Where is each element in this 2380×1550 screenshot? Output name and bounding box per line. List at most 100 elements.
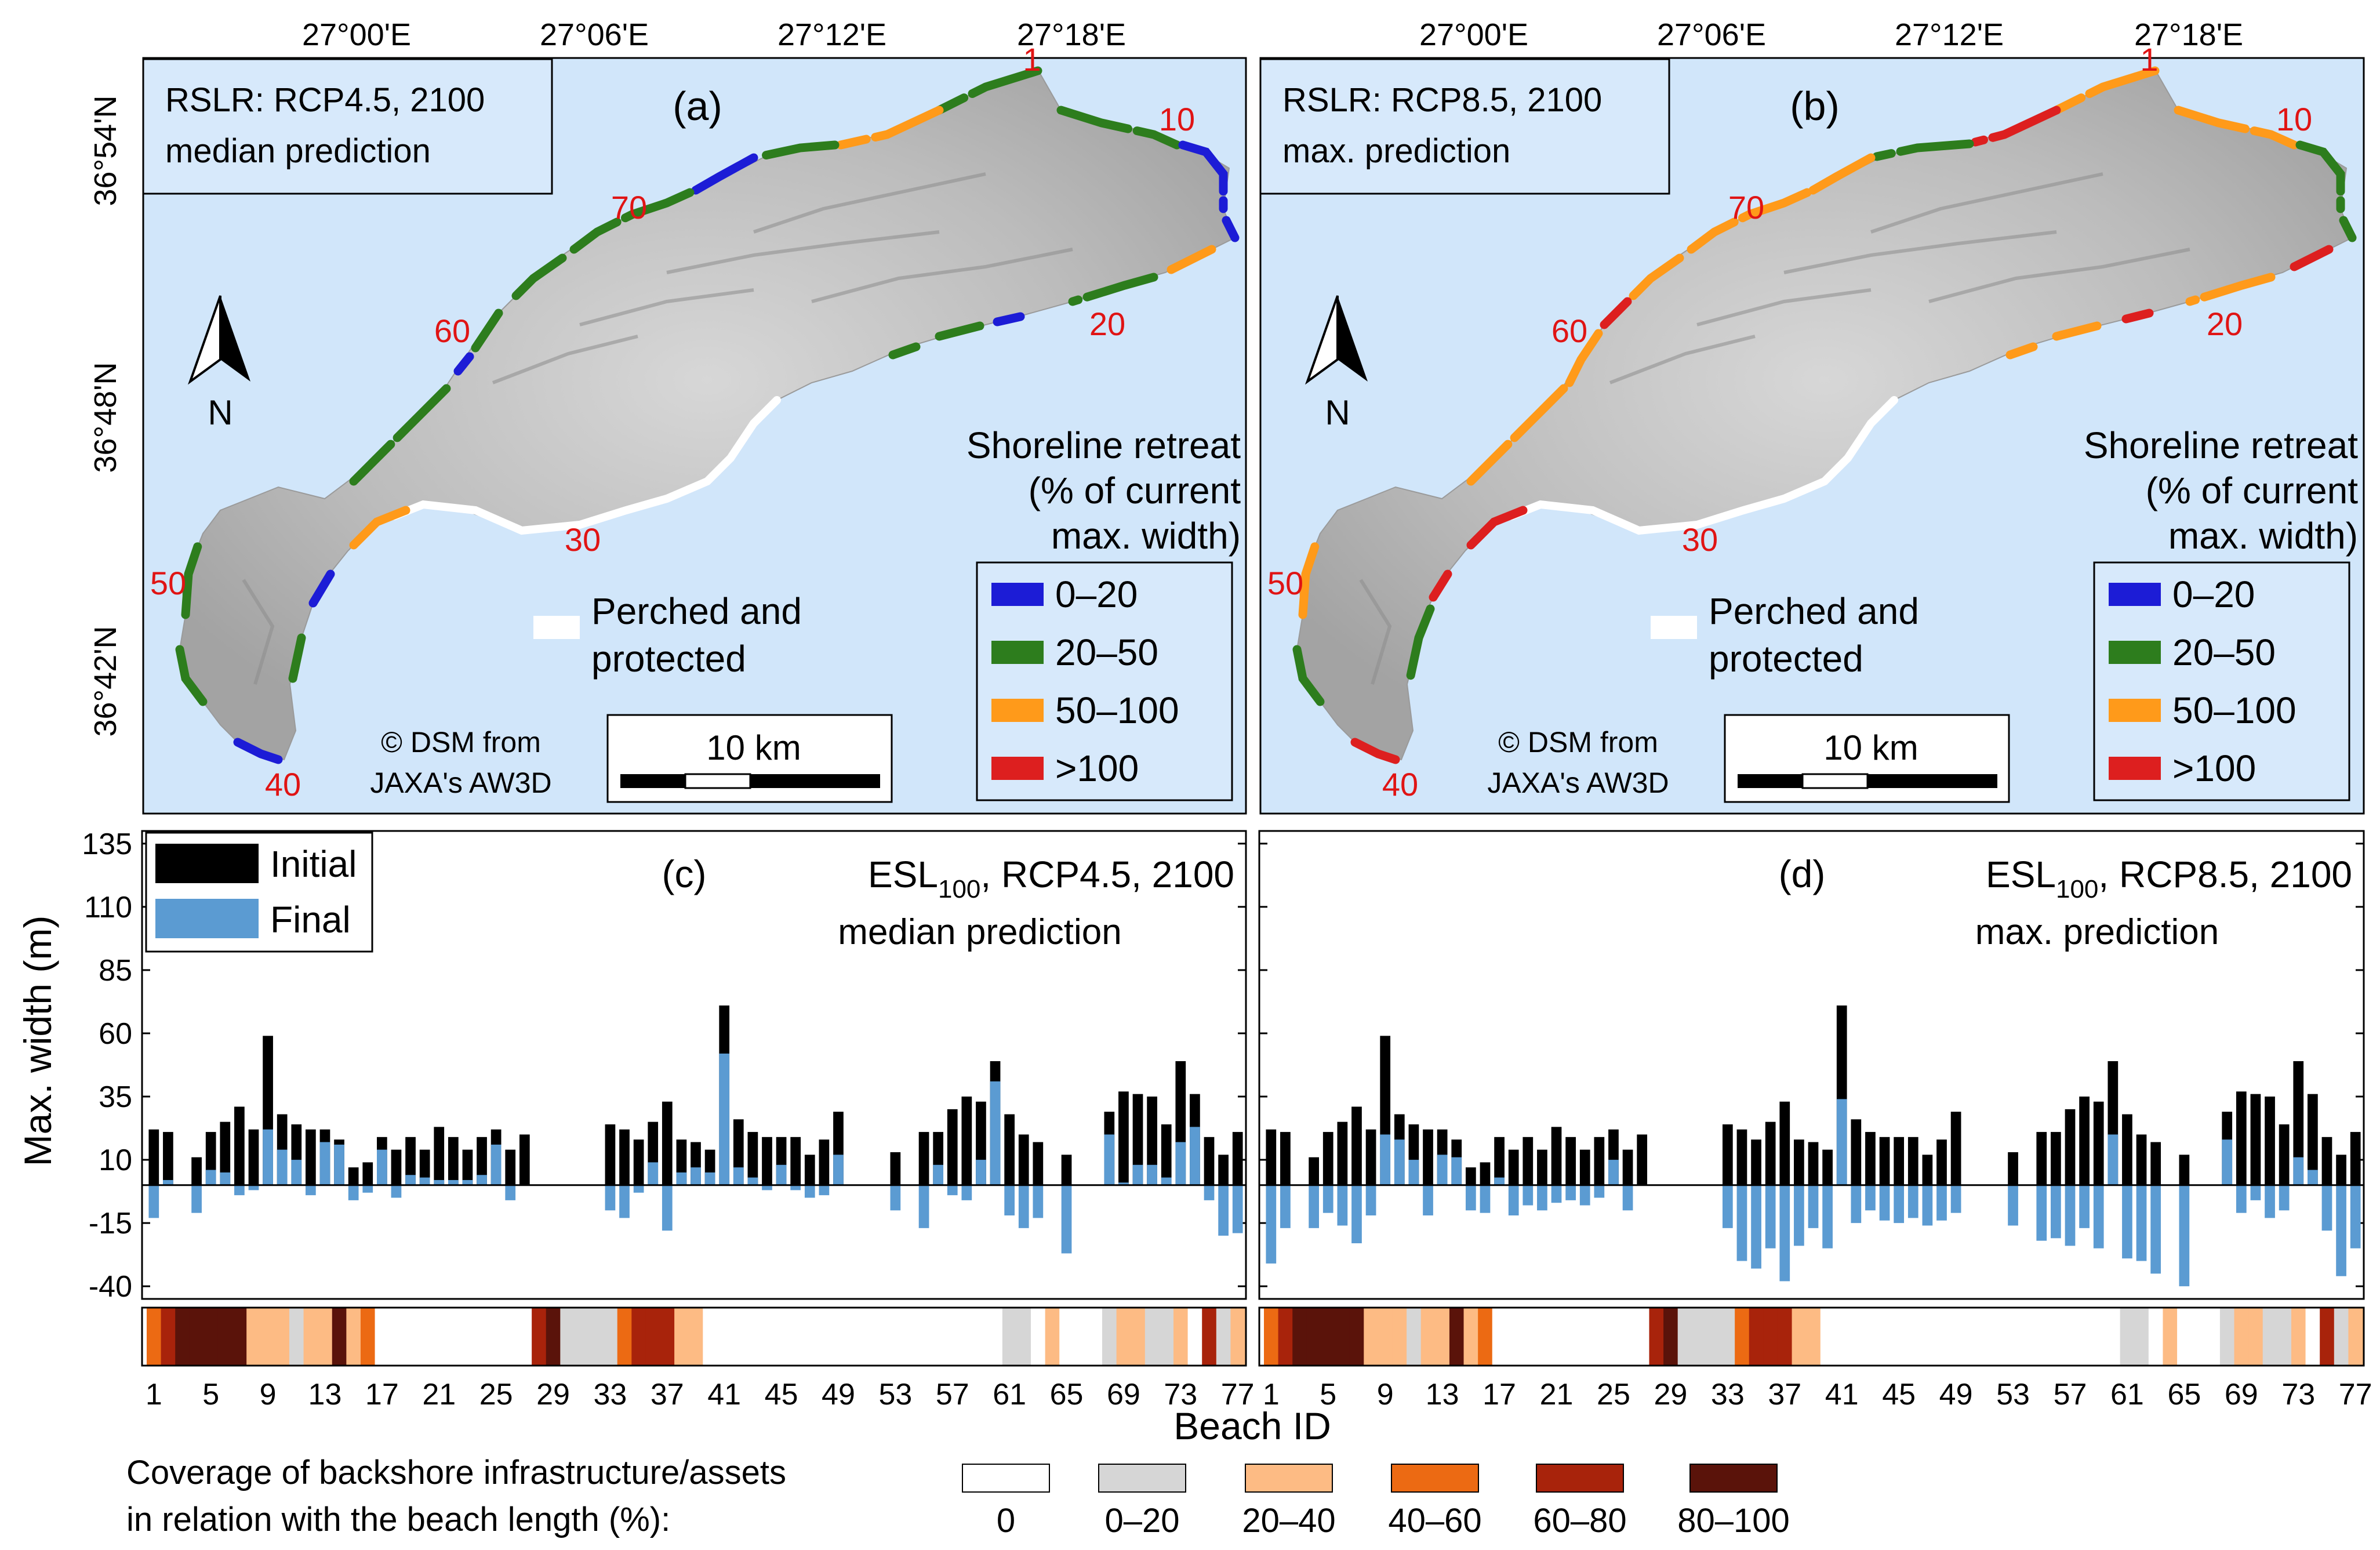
coverage-cell	[1335, 1308, 1350, 1366]
shoreline-segment	[308, 569, 335, 608]
bar-initial	[2293, 1061, 2304, 1185]
x-tick-label: 5	[202, 1378, 219, 1411]
beach-number-label: 50	[1267, 565, 1303, 601]
coverage-strip-frame	[141, 1306, 1247, 1367]
bar-initial	[1232, 1132, 1243, 1185]
scalebar-segment	[1738, 774, 1803, 788]
bar-final	[2108, 1134, 2119, 1185]
bar-final	[334, 1144, 344, 1185]
coverage-cell	[1378, 1308, 1393, 1366]
y-tick-label: 35	[99, 1080, 132, 1114]
shoreline-segment	[2174, 106, 2299, 150]
coverage-cell	[489, 1308, 504, 1366]
bar-final	[1722, 1185, 1733, 1228]
shoreline-segment	[1222, 216, 1240, 242]
y-tick-label: 60	[99, 1017, 132, 1051]
bar-final	[790, 1185, 801, 1190]
perched-legend-line1: Perched and	[1709, 590, 1919, 632]
bar-final	[1465, 1185, 1476, 1211]
dsm-credit-line1: © DSM from	[1498, 726, 1658, 758]
coverage-cell	[175, 1308, 190, 1366]
coverage-cell	[1677, 1308, 1692, 1366]
beach-number-label: 30	[565, 521, 601, 558]
coverage-cell	[1863, 1308, 1878, 1366]
bar-final	[1266, 1185, 1277, 1264]
bar-initial	[1365, 1129, 1376, 1185]
bar-final	[263, 1129, 273, 1185]
bar-initial	[1161, 1124, 1172, 1185]
x-tick-label: 13	[308, 1378, 342, 1411]
coverage-legend-swatch	[1689, 1464, 1778, 1493]
bar-final	[419, 1177, 430, 1185]
coverage-cell	[1578, 1308, 1593, 1366]
coverage-cell	[1059, 1308, 1074, 1366]
beach-number-label: 10	[2276, 101, 2312, 137]
hillshade-ridge	[1609, 335, 1756, 384]
bar-initial	[1922, 1155, 1933, 1185]
hillshade-texture	[242, 172, 1073, 685]
coverage-legend-swatch	[1536, 1464, 1624, 1493]
coverage-cell	[960, 1308, 975, 1366]
perched-legend-line1: Perched and	[591, 590, 802, 632]
bar-final	[148, 1185, 159, 1218]
coverage-cell	[1620, 1308, 1636, 1366]
bar-initial	[1765, 1121, 1776, 1185]
bar-final	[691, 1167, 701, 1185]
legend-swatch-initial	[155, 844, 259, 883]
y-tick-label: 85	[99, 954, 132, 988]
coverage-cell	[2191, 1308, 2206, 1366]
bar-final	[1879, 1185, 1890, 1221]
bar-final	[990, 1081, 1001, 1185]
x-tick-label: 1	[1263, 1378, 1280, 1411]
bar-initial	[1594, 1137, 1605, 1185]
coverage-cell	[1606, 1308, 1621, 1366]
coverage-cell	[859, 1308, 875, 1366]
x-tick-label: 69	[2225, 1378, 2258, 1411]
coverage-cell	[2034, 1308, 2050, 1366]
bar-initial	[890, 1152, 901, 1185]
coverage-cell	[1116, 1308, 1131, 1366]
coverage-cell	[674, 1308, 689, 1366]
coverage-cell	[2148, 1308, 2164, 1366]
latitude-tick-labels: 36°54'N 36°48'N 36°42'N	[88, 95, 123, 736]
coverage-cell	[831, 1308, 846, 1366]
coverage-cell	[1706, 1308, 1721, 1366]
hillshade-ridge	[1696, 288, 1872, 326]
bar-final	[619, 1185, 630, 1218]
x-tick-label: 29	[536, 1378, 570, 1411]
shoreline-segment	[1565, 329, 1603, 387]
shoreline-segment	[1466, 506, 1528, 550]
bar-final	[1779, 1185, 1790, 1282]
shoreline-segment	[1405, 604, 1435, 683]
perched-protected-coast	[1507, 396, 1898, 535]
bar-initial	[918, 1132, 929, 1185]
bar-initial	[1637, 1134, 1648, 1185]
x-tick-label: 9	[1377, 1378, 1394, 1411]
bar-final	[2279, 1185, 2290, 1211]
chart-title-rest: , RCP8.5, 2100	[2098, 854, 2352, 895]
longitude-tick-label: 27°18'E	[1017, 17, 1126, 52]
coverage-legend-text-line1: Coverage of backshore infrastructure/ass…	[126, 1454, 786, 1491]
bar-final	[1365, 1185, 1376, 1216]
bar-final	[2250, 1185, 2261, 1200]
coverage-cell	[2205, 1308, 2221, 1366]
shoreline-segment	[1872, 139, 1974, 161]
bar-final	[961, 1185, 972, 1200]
bar-initial	[2036, 1132, 2047, 1185]
hillshade-ridge	[1870, 172, 2103, 234]
coverage-cell	[1131, 1308, 1146, 1366]
coverage-cell	[446, 1308, 461, 1366]
x-tick-label: 25	[1597, 1378, 1630, 1411]
bar-final	[2350, 1185, 2361, 1248]
coverage-cell	[1735, 1308, 1750, 1366]
shoreline-segment	[755, 140, 840, 161]
bar-final	[291, 1160, 302, 1185]
bar-initial	[2321, 1137, 2332, 1185]
bar-final	[762, 1185, 772, 1190]
longitude-tick-labels: 27°00'E 27°00'E 27°06'E 27°06'E 27°12'E 27°12…	[302, 17, 2243, 52]
bar-initial	[220, 1121, 231, 1185]
scenario-line1: RSLR: RCP4.5, 2100	[165, 81, 485, 119]
retreat-legend-title: (% of current	[2146, 470, 2359, 511]
bar-initial	[747, 1132, 758, 1185]
bar-initial	[191, 1157, 202, 1185]
